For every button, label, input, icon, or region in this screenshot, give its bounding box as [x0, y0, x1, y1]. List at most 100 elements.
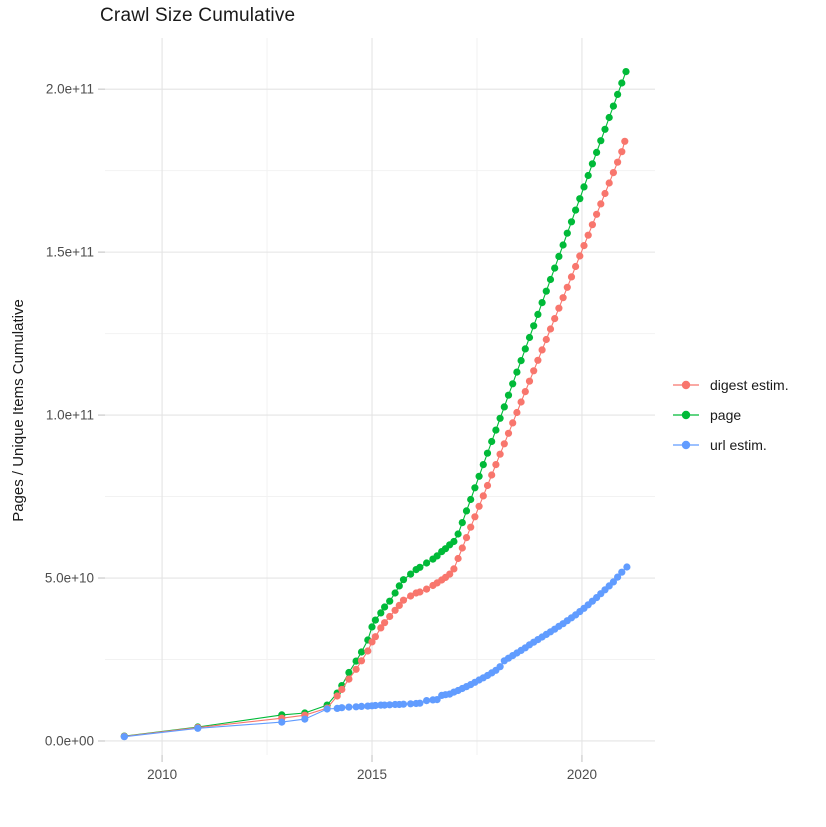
data-point — [471, 484, 479, 492]
data-point — [479, 461, 487, 469]
data-point — [423, 697, 431, 705]
data-point — [530, 367, 538, 375]
legend-label: url estim. — [710, 436, 767, 453]
data-point — [546, 275, 555, 284]
data-point — [446, 570, 454, 578]
data-point — [458, 519, 466, 527]
data-point — [395, 601, 403, 610]
data-point — [377, 624, 385, 632]
legend-label: page — [710, 406, 742, 423]
data-point — [416, 588, 424, 596]
data-point — [572, 262, 580, 271]
data-point — [500, 440, 508, 448]
x-axis-tick-label: 2020 — [567, 767, 597, 782]
chart-title: Crawl Size Cumulative — [100, 5, 296, 26]
data-point — [555, 304, 563, 312]
data-point — [572, 206, 580, 214]
legend-item-url-estim: url estim. — [672, 436, 789, 453]
data-point — [488, 471, 496, 479]
data-point — [588, 221, 597, 229]
series-url-estim — [120, 563, 631, 741]
series-line — [124, 141, 626, 737]
data-point — [496, 414, 504, 422]
data-point — [345, 703, 353, 711]
data-point — [593, 148, 601, 156]
data-point — [352, 665, 360, 673]
data-point — [381, 619, 389, 627]
data-point — [467, 495, 475, 504]
data-point — [364, 647, 372, 655]
data-point — [338, 685, 346, 694]
data-point — [618, 79, 626, 87]
data-point — [622, 68, 630, 76]
data-point — [454, 554, 462, 563]
data-point — [352, 657, 360, 665]
data-point — [278, 718, 286, 726]
data-point — [513, 368, 521, 376]
data-point — [567, 218, 576, 226]
data-point — [609, 169, 618, 177]
data-point — [576, 195, 584, 203]
legend-key-point — [681, 440, 691, 449]
legend-key-icon — [673, 440, 699, 449]
data-series-layer — [120, 68, 631, 741]
data-point — [488, 437, 496, 446]
data-point — [618, 568, 626, 576]
data-point — [492, 461, 500, 469]
legend-key-icon — [673, 380, 699, 389]
data-point — [605, 179, 613, 187]
data-point — [391, 589, 399, 597]
data-point — [521, 345, 529, 353]
data-point — [500, 403, 508, 411]
series-line — [124, 566, 628, 738]
data-point — [614, 90, 622, 98]
data-point — [301, 715, 309, 723]
series-line — [124, 71, 627, 737]
data-point — [513, 408, 521, 417]
data-point — [597, 200, 605, 208]
data-point — [352, 703, 360, 711]
data-point — [614, 158, 622, 166]
data-point — [584, 231, 592, 239]
data-point — [492, 426, 500, 434]
series-digest-estim — [120, 137, 629, 741]
data-point — [504, 429, 513, 437]
data-point — [357, 648, 366, 656]
data-point — [593, 210, 601, 218]
data-point — [551, 264, 559, 272]
data-point — [542, 287, 550, 295]
data-point — [609, 578, 618, 586]
data-point — [609, 102, 618, 110]
data-point — [450, 565, 458, 573]
data-point — [450, 537, 458, 546]
y-axis-tick-label: 1.5e+11 — [46, 245, 94, 260]
data-point — [479, 492, 487, 500]
data-point — [567, 273, 576, 281]
data-point — [423, 585, 431, 593]
data-point — [534, 356, 542, 364]
legend-key-icon — [673, 410, 699, 419]
data-point — [368, 623, 376, 631]
data-point — [517, 357, 525, 365]
data-point — [467, 523, 475, 531]
data-point — [368, 638, 376, 646]
data-point — [576, 252, 584, 260]
data-point — [580, 183, 588, 191]
data-point — [563, 283, 571, 291]
legend-key-point — [681, 380, 691, 389]
data-point — [614, 573, 622, 581]
data-point — [381, 701, 389, 709]
data-point — [381, 603, 389, 611]
data-point — [542, 335, 550, 344]
data-point — [496, 663, 504, 671]
data-point — [509, 380, 517, 388]
data-point — [120, 733, 128, 741]
data-point — [333, 692, 341, 700]
data-point — [433, 552, 441, 560]
data-point — [399, 576, 408, 584]
data-point — [563, 229, 571, 237]
data-point — [386, 597, 394, 605]
data-point — [433, 696, 441, 704]
data-point — [546, 325, 555, 333]
